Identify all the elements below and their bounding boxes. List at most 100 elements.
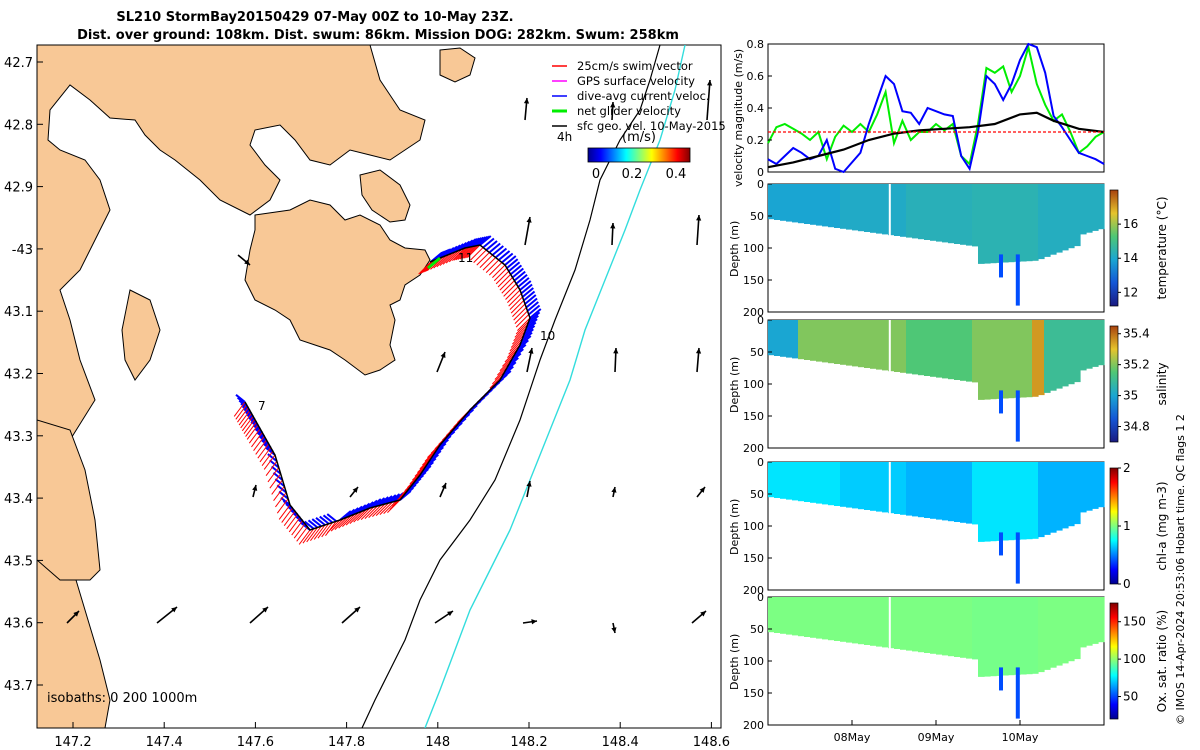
section-colorbar-temperature [1109, 189, 1119, 307]
section-cell [900, 462, 907, 515]
day-label-7: 7 [258, 399, 266, 413]
geo-arrow-head [611, 487, 617, 493]
geo-arrow-head [699, 487, 705, 493]
time-axis: 08May 09May 10May [834, 720, 1039, 744]
lat-tick-label: 43.2 [4, 368, 33, 383]
section-cell [1014, 320, 1021, 398]
swim-vector [275, 492, 287, 508]
section-cell [786, 597, 793, 635]
section-cell [1038, 184, 1045, 260]
section-cell [774, 320, 781, 356]
swim-vector [313, 524, 326, 540]
section-cell [1068, 462, 1075, 527]
section-cell [1044, 320, 1051, 393]
colorbar-label-salinity: salinity [1155, 362, 1169, 405]
swim-vector [510, 334, 525, 348]
section-cell [924, 597, 931, 653]
swim-vector [445, 250, 460, 264]
velocity-y-ticks: 0 0.2 0.4 0.6 0.8 [747, 38, 772, 179]
lon-tick-label: 147.4 [146, 735, 183, 750]
section-cell [1086, 320, 1093, 369]
section-cell [1020, 462, 1027, 540]
swim-vector [383, 500, 397, 514]
dive-avg-vector [520, 283, 533, 295]
section-cell [900, 320, 907, 373]
section-cell [1014, 462, 1021, 540]
section-cell [912, 597, 919, 652]
glider-track [233, 235, 542, 545]
day-label-10: 10 [540, 329, 555, 343]
section-cell [792, 597, 799, 636]
swim-vector [288, 517, 301, 533]
section-cell [1020, 184, 1027, 262]
swim-vector [321, 522, 333, 538]
section-cell [882, 184, 889, 235]
section-cell [828, 597, 835, 641]
section-cell [1074, 184, 1081, 247]
section-cell [894, 462, 901, 514]
dive-avg-vector [315, 517, 326, 526]
geo-arrow [611, 622, 617, 634]
dive-avg-vector [517, 277, 530, 288]
swim-vector [334, 516, 348, 530]
dive-avg-vector [519, 335, 532, 346]
section-cell [816, 597, 823, 639]
section-cell [834, 320, 841, 364]
section-cell [942, 320, 949, 379]
swim-vector [267, 467, 280, 483]
swim-vector [263, 454, 276, 470]
latitude-ticks: 42.7 42.8 42.9 -43 43.1 43.2 43.3 43.4 43.5 43.6 4… [4, 56, 43, 694]
swim-vector [338, 515, 352, 529]
section-cell [978, 597, 985, 677]
dive-avg-vector [319, 515, 330, 525]
section-cell [1008, 184, 1015, 263]
swim-vector [372, 503, 386, 517]
swim-vector [509, 337, 523, 352]
depth-axis-label: Depth (m) [728, 357, 741, 413]
section-cell [1038, 597, 1045, 673]
section-cell [930, 597, 937, 654]
swim-vector [436, 253, 450, 268]
geo-arrow [434, 610, 454, 624]
section-cell [1008, 597, 1015, 676]
dive-avg-vector [272, 472, 284, 481]
swim-vector [502, 353, 516, 367]
isobaths-label: isobaths: 0 200 1000m [47, 691, 197, 706]
section-cell [1068, 184, 1075, 249]
geo-arrow [610, 101, 616, 121]
dive-avg-vector [384, 494, 397, 505]
swim-vector [485, 259, 500, 273]
section-dip [1015, 254, 1020, 306]
depth-tick-label: 50 [750, 346, 764, 359]
section-cell [912, 320, 919, 375]
swim-vector [510, 300, 525, 314]
section-dip [1015, 390, 1020, 442]
section-cell [960, 184, 967, 245]
swim-vector [302, 528, 315, 544]
section-cell [990, 184, 997, 264]
section-cell [882, 462, 889, 513]
section-dip [999, 532, 1003, 556]
swim-vector [461, 245, 475, 260]
section-cell [1098, 462, 1105, 508]
section-cell [972, 462, 979, 525]
dive-avg-vector [509, 352, 522, 364]
dive-avg-vector [524, 294, 537, 305]
section-cell [798, 597, 805, 637]
section-cell [792, 320, 799, 359]
section-cell [768, 462, 775, 498]
dive-avg-vector [501, 252, 514, 264]
depth-tick-label: 150 [743, 552, 764, 565]
section-dip [1015, 667, 1020, 719]
lat-tick-label: 43.1 [4, 305, 33, 320]
section-cell [942, 184, 949, 243]
map-colorbar [587, 147, 691, 163]
geo-arrow [341, 606, 361, 624]
section-cell [960, 462, 967, 523]
geo-arrow [524, 216, 532, 246]
section-cell [900, 597, 907, 650]
swim-vector [345, 512, 360, 526]
section-cell [918, 597, 925, 653]
swim-vector [479, 254, 493, 268]
section-cell [978, 320, 985, 400]
